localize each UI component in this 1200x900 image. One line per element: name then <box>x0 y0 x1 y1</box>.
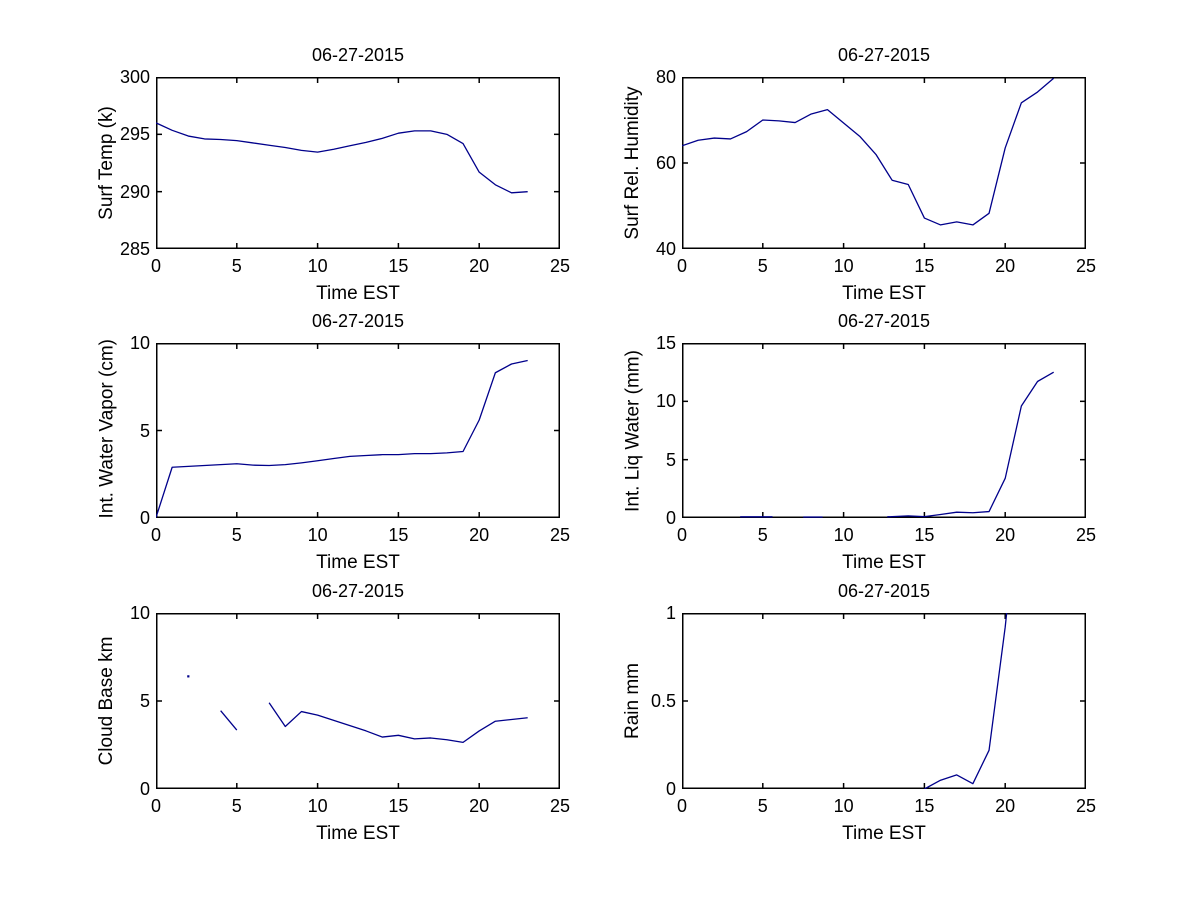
axes-box <box>682 613 1086 789</box>
x-tick-label: 10 <box>307 796 328 816</box>
x-tick-label: 15 <box>914 525 935 545</box>
x-tick-label: 20 <box>995 796 1016 816</box>
chart-title: 06-27-2015 <box>837 581 931 601</box>
x-tick-label: 5 <box>757 796 768 816</box>
plot-area-surf-temp <box>156 77 560 249</box>
y-tick-label: 60 <box>655 153 676 173</box>
x-tick-label: 15 <box>388 796 409 816</box>
x-tick-label: 5 <box>757 525 768 545</box>
x-axis-label: Time EST <box>842 552 926 573</box>
x-tick-label: 15 <box>914 256 935 276</box>
y-tick-label: 0.5 <box>650 691 676 711</box>
x-tick-label: 10 <box>833 525 854 545</box>
x-tick-label: 25 <box>549 796 571 816</box>
y-tick-label: 290 <box>119 181 150 202</box>
chart-title: 06-27-2015 <box>311 311 405 331</box>
series-line-int-water-vapor <box>156 359 528 518</box>
plot-area-rain <box>682 613 1086 789</box>
y-tick-label: 10 <box>129 333 150 353</box>
x-tick-label: 0 <box>676 525 687 545</box>
y-tick-label: 40 <box>655 239 676 259</box>
x-tick-label: 25 <box>1075 256 1097 276</box>
y-tick-label: 10 <box>129 603 150 623</box>
axes-box <box>682 343 1086 518</box>
y-tick-label: 5 <box>665 449 676 470</box>
plot-area-cloud-base <box>156 613 560 789</box>
y-tick-label: 15 <box>655 333 676 353</box>
series-line-surf-rel-humidity <box>682 77 1055 226</box>
y-axis-label: Surf Temp (k) <box>96 106 117 220</box>
x-tick-label: 0 <box>676 796 687 816</box>
isolated-data-point <box>187 675 190 678</box>
x-tick-label: 15 <box>914 796 935 816</box>
x-tick-label: 0 <box>150 256 161 276</box>
x-axis-label: Time EST <box>842 823 926 844</box>
x-tick-label: 0 <box>150 525 161 545</box>
y-tick-label: 0 <box>665 779 676 799</box>
axes-box <box>156 343 560 518</box>
x-tick-label: 25 <box>1075 796 1097 816</box>
series-line-cloud-base <box>268 702 528 744</box>
y-tick-label: 0 <box>139 508 150 528</box>
y-tick-label: 285 <box>119 239 150 259</box>
x-tick-label: 20 <box>995 525 1016 545</box>
x-tick-label: 10 <box>307 256 328 276</box>
x-tick-label: 5 <box>231 525 242 545</box>
axes-box <box>156 613 560 789</box>
y-tick-label: 1 <box>665 603 676 623</box>
series-line-cloud-base <box>220 710 238 731</box>
series-line-int-liq-water <box>887 371 1055 518</box>
axes-box <box>682 77 1086 249</box>
series-line-surf-temp <box>156 122 528 194</box>
x-tick-label: 15 <box>388 525 409 545</box>
x-tick-label: 10 <box>307 525 328 545</box>
y-axis-label: Int. Liq Water (mm) <box>622 349 643 512</box>
x-tick-label: 20 <box>469 796 490 816</box>
x-tick-label: 5 <box>757 256 768 276</box>
x-tick-label: 10 <box>833 796 854 816</box>
y-tick-label: 80 <box>655 67 676 87</box>
plot-area-int-liq-water <box>682 343 1086 518</box>
x-tick-label: 5 <box>231 796 242 816</box>
chart-title: 06-27-2015 <box>311 45 405 65</box>
y-tick-label: 300 <box>119 67 150 87</box>
x-tick-label: 25 <box>549 256 571 276</box>
x-tick-label: 0 <box>676 256 687 276</box>
x-tick-label: 10 <box>833 256 854 276</box>
y-tick-label: 295 <box>119 124 150 145</box>
plot-area-surf-rel-humidity <box>682 77 1086 249</box>
x-tick-label: 15 <box>388 256 409 276</box>
x-tick-label: 20 <box>469 525 490 545</box>
x-tick-label: 20 <box>469 256 490 276</box>
x-axis-label: Time EST <box>842 283 926 304</box>
y-tick-label: 0 <box>139 779 150 799</box>
x-tick-label: 0 <box>150 796 161 816</box>
y-tick-label: 0 <box>665 508 676 528</box>
x-tick-label: 20 <box>995 256 1016 276</box>
series-line-rain <box>924 613 1008 789</box>
y-tick-label: 5 <box>139 691 150 711</box>
x-axis-label: Time EST <box>316 823 400 844</box>
chart-title: 06-27-2015 <box>837 311 931 331</box>
x-axis-label: Time EST <box>316 283 400 304</box>
chart-title: 06-27-2015 <box>837 45 931 65</box>
x-tick-label: 25 <box>549 525 571 545</box>
y-tick-label: 5 <box>139 420 150 441</box>
x-tick-label: 5 <box>231 256 242 276</box>
x-tick-label: 25 <box>1075 525 1097 545</box>
x-axis-label: Time EST <box>316 552 400 573</box>
y-tick-label: 10 <box>655 391 676 412</box>
axes-box <box>156 77 560 249</box>
plot-area-int-water-vapor <box>156 343 560 518</box>
chart-title: 06-27-2015 <box>311 581 405 601</box>
